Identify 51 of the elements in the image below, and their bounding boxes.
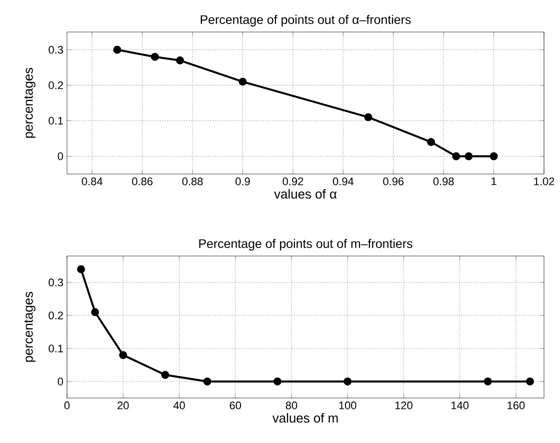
y-tick-label: 0 — [58, 378, 64, 386]
x-tick-label: 0 — [64, 402, 70, 410]
y-tick-label: 0 — [58, 152, 64, 160]
x-tick-label: 0.88 — [182, 178, 203, 186]
y-tick-label: 0.2 — [48, 81, 63, 90]
point — [176, 56, 184, 64]
point — [484, 378, 492, 386]
point — [203, 378, 212, 386]
y-tick-label: 0.1 — [48, 344, 63, 352]
point — [77, 265, 86, 274]
x-tick-label: 1.02 — [534, 178, 554, 186]
y-axis-title: percentages — [24, 292, 36, 362]
point — [161, 370, 170, 379]
x-tick-label: 120 — [395, 402, 412, 410]
point — [427, 138, 436, 146]
x-axis-title: values of m — [272, 413, 338, 423]
point — [238, 78, 247, 86]
point — [273, 378, 282, 386]
point — [490, 152, 498, 160]
y-tick-label: 0.3 — [48, 278, 63, 286]
point — [119, 351, 128, 360]
y-tick-label: 0.3 — [48, 46, 63, 54]
point — [464, 152, 473, 160]
x-tick-label: 40 — [173, 402, 185, 410]
x-tick-label: 0.94 — [332, 178, 354, 186]
point — [344, 378, 352, 386]
x-tick-label: 60 — [230, 402, 242, 410]
x-tick-label: 0.9 — [236, 178, 250, 186]
x-tick-label: 80 — [286, 402, 298, 410]
x-tick-label: 0.96 — [383, 178, 404, 186]
x-tick-label: 1 — [492, 178, 496, 186]
point — [452, 152, 460, 160]
x-tick-label: 20 — [118, 402, 129, 410]
y-tick-label: 0.1 — [48, 116, 63, 125]
x-tick-label: 0.92 — [282, 178, 304, 186]
point — [150, 52, 159, 61]
x-tick-label: 0.84 — [82, 178, 102, 186]
point — [113, 46, 122, 54]
x-tick-label: 0.98 — [433, 178, 454, 186]
x-tick-label: 0.86 — [132, 178, 152, 186]
chart-title: Percentage of points out of α–frontiers — [200, 14, 411, 26]
point — [91, 308, 100, 316]
point — [526, 378, 534, 386]
y-axis-title: percentages — [24, 68, 36, 138]
x-tick-label: 160 — [508, 402, 525, 410]
x-tick-label: 100 — [339, 402, 356, 410]
x-axis-title: values of α — [274, 189, 337, 199]
point — [364, 113, 372, 122]
y-tick-label: 0.2 — [48, 312, 63, 320]
x-tick-label: 140 — [452, 402, 469, 410]
chart-title: Percentage of points out of m–frontiers — [199, 238, 412, 250]
